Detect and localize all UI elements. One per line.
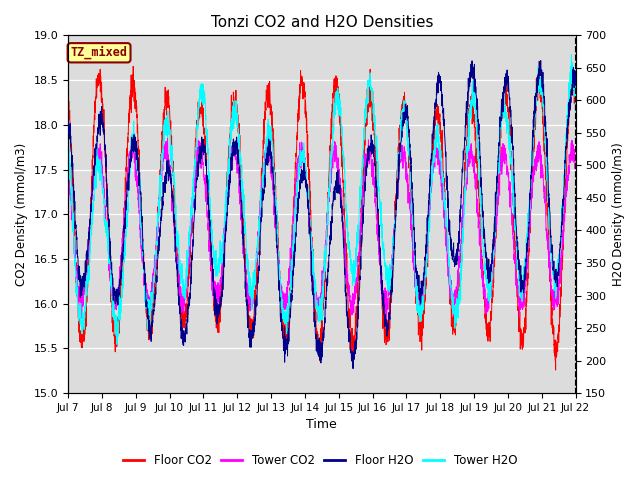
Text: TZ_mixed: TZ_mixed: [70, 46, 127, 60]
Y-axis label: H2O Density (mmol/m3): H2O Density (mmol/m3): [612, 143, 625, 286]
Y-axis label: CO2 Density (mmol/m3): CO2 Density (mmol/m3): [15, 143, 28, 286]
Title: Tonzi CO2 and H2O Densities: Tonzi CO2 and H2O Densities: [211, 15, 433, 30]
Legend: Floor CO2, Tower CO2, Floor H2O, Tower H2O: Floor CO2, Tower CO2, Floor H2O, Tower H…: [118, 449, 522, 472]
X-axis label: Time: Time: [307, 419, 337, 432]
